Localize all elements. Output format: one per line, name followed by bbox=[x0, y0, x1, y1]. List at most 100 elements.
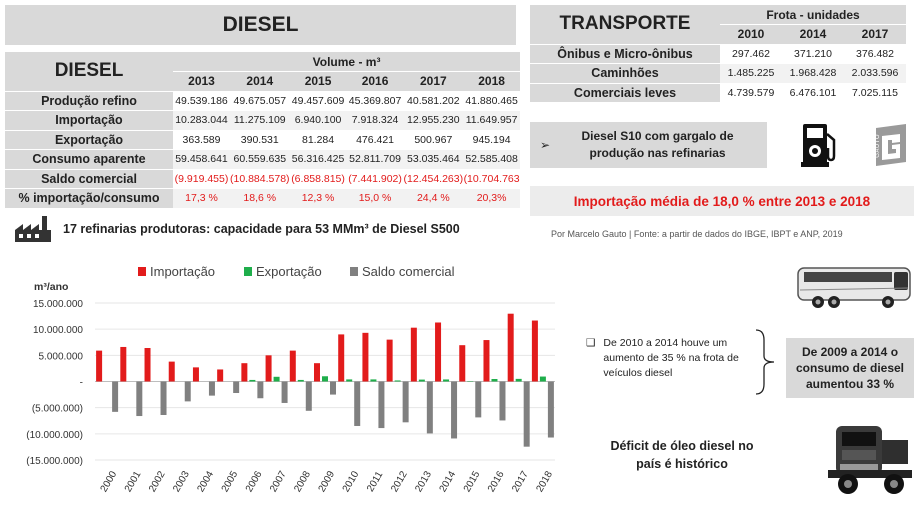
y-tick-label: 10.000.000 bbox=[33, 325, 83, 336]
transport-row-label: Ônibus e Micro-ônibus bbox=[530, 44, 720, 64]
diesel-cell: 49.539.186 bbox=[173, 91, 230, 111]
legend-label: Importação bbox=[150, 264, 215, 279]
diesel-cell: 12,3 % bbox=[289, 188, 347, 209]
diesel-row-label: Produção refino bbox=[5, 91, 173, 111]
diesel-cell: 945.194 bbox=[463, 130, 521, 150]
volume-header: Volume - m³ bbox=[173, 52, 521, 72]
diesel-cell: (7.441.902) bbox=[346, 169, 404, 189]
balance-bar bbox=[257, 381, 264, 399]
fleet-note: ❑ De 2010 a 2014 houve um aumento de 35 … bbox=[586, 336, 751, 381]
diesel-cell: 81.284 bbox=[289, 130, 347, 150]
import-bar bbox=[192, 367, 199, 382]
diesel-year-header: 2013 bbox=[173, 71, 230, 92]
x-tick-label: 2018 bbox=[534, 469, 555, 494]
diesel-table-corner: DIESEL bbox=[5, 52, 173, 92]
x-tick-label: 2005 bbox=[220, 469, 241, 494]
balance-bar bbox=[499, 381, 506, 421]
transport-cell: 1.485.225 bbox=[720, 63, 782, 84]
y-tick-label: (10.000.000) bbox=[26, 430, 83, 441]
import-bar bbox=[144, 348, 151, 382]
x-tick-label: 2015 bbox=[462, 469, 483, 494]
diesel-title: DIESEL bbox=[222, 13, 299, 36]
balance-bar bbox=[112, 381, 119, 412]
import-bar bbox=[435, 322, 442, 382]
fleet-note-text: De 2010 a 2014 houve um aumento de 35 % … bbox=[603, 337, 739, 379]
diesel-cell: 476.421 bbox=[346, 130, 404, 150]
diesel-year-header: 2015 bbox=[289, 71, 347, 92]
balance-bar bbox=[523, 381, 530, 447]
diesel-cell: 500.967 bbox=[403, 130, 464, 150]
diesel-year-header: 2018 bbox=[463, 71, 521, 92]
diesel-year-header: 2016 bbox=[346, 71, 404, 92]
balance-bar bbox=[305, 381, 312, 411]
s10-text: Diesel S10 com gargalo de produção nas r… bbox=[581, 129, 734, 160]
s10-bullet: ➢ bbox=[540, 138, 551, 152]
transport-table-corner: TRANSPORTE bbox=[530, 5, 720, 45]
diesel-cell: 41.880.465 bbox=[463, 91, 521, 111]
export-bar bbox=[297, 379, 304, 382]
transport-cell: 4.739.579 bbox=[720, 83, 782, 103]
consumption-box: De 2009 a 2014 o consumo de diesel aumen… bbox=[786, 338, 914, 398]
import-bar bbox=[241, 363, 248, 382]
diesel-cell: (6.858.815) bbox=[289, 169, 347, 189]
y-tick-label: 5.000.000 bbox=[39, 351, 84, 362]
balance-bar bbox=[475, 381, 482, 418]
import-bar bbox=[531, 320, 538, 382]
diesel-cell: 390.531 bbox=[230, 130, 290, 150]
diesel-cell: 52.585.408 bbox=[463, 149, 521, 170]
balance-bar bbox=[136, 381, 143, 417]
diesel-year-header: 2014 bbox=[230, 71, 290, 92]
import-bar bbox=[362, 332, 369, 382]
diesel-cell: 11.649.957 bbox=[463, 110, 521, 131]
transport-cell: 297.462 bbox=[720, 44, 782, 64]
import-bar bbox=[120, 346, 127, 382]
export-bar bbox=[322, 376, 328, 382]
diesel-cell: 11.275.109 bbox=[230, 110, 290, 131]
source-note: Por Marcelo Gauto | Fonte: a partir de d… bbox=[551, 229, 843, 239]
balance-bar bbox=[426, 381, 433, 434]
diesel-cell: 7.918.324 bbox=[346, 110, 404, 131]
y-tick-label: (15.000.000) bbox=[26, 456, 83, 467]
diesel-table-row: Consumo aparente 59.458.641 60.559.635 56.3… bbox=[5, 149, 521, 170]
balance-bar bbox=[281, 381, 288, 403]
x-tick-label: 2004 bbox=[195, 469, 216, 494]
diesel-table: DIESEL Volume - m³ 2013 2014 2015 2016 2017 2… bbox=[5, 52, 521, 209]
diesel-cell: 60.559.635 bbox=[230, 149, 290, 170]
export-bar bbox=[491, 379, 498, 382]
x-tick-label: 2000 bbox=[99, 469, 120, 494]
diesel-cell: 49.457.609 bbox=[289, 91, 347, 111]
diesel-cell: (12.454.263) bbox=[403, 169, 464, 189]
diesel-cell: (10.704.763 bbox=[463, 169, 521, 189]
y-tick-label: - bbox=[80, 378, 83, 389]
balance-bar bbox=[330, 381, 336, 395]
y-axis-label: m³/ano bbox=[34, 281, 68, 293]
legend-swatch bbox=[244, 267, 252, 276]
import-bar bbox=[168, 361, 175, 382]
x-tick-label: 2014 bbox=[438, 469, 459, 494]
transport-cell: 7.025.115 bbox=[844, 83, 906, 103]
balance-bar bbox=[402, 381, 409, 423]
balance-bar bbox=[184, 381, 191, 402]
import-bar bbox=[289, 350, 296, 382]
x-tick-label: 2013 bbox=[413, 469, 434, 494]
x-tick-label: 2002 bbox=[147, 469, 168, 494]
deficit-text: Déficit de óleo diesel no país é históri… bbox=[610, 439, 754, 471]
transport-table: TRANSPORTE Frota - unidades 2010 2014 2017… bbox=[530, 5, 906, 103]
refinery-row: 17 refinarias produtoras: capacidade par… bbox=[15, 216, 525, 242]
diesel-cell: 17,3 % bbox=[173, 188, 230, 209]
x-tick-label: 2017 bbox=[510, 469, 531, 494]
diesel-cell: 10.283.044 bbox=[173, 110, 230, 131]
export-bar bbox=[539, 376, 546, 382]
balance-bar bbox=[547, 381, 554, 438]
diesel-table-row: % importação/consumo 17,3 % 18,6 % 12,3 % 15… bbox=[5, 188, 521, 209]
import-bar bbox=[483, 340, 490, 382]
import-bar bbox=[507, 313, 514, 382]
x-tick-label: 2006 bbox=[244, 469, 265, 494]
x-tick-label: 2001 bbox=[123, 469, 144, 494]
fleet-note-bullet: ❑ bbox=[586, 337, 596, 349]
x-tick-label: 2012 bbox=[389, 469, 410, 494]
transport-cell: 371.210 bbox=[782, 44, 844, 64]
chart: m³/ano Importação Exportação Saldo comercia… bbox=[26, 264, 555, 494]
gauto-logo-text: GAUTO bbox=[875, 134, 881, 158]
x-tick-label: 2009 bbox=[317, 469, 338, 494]
